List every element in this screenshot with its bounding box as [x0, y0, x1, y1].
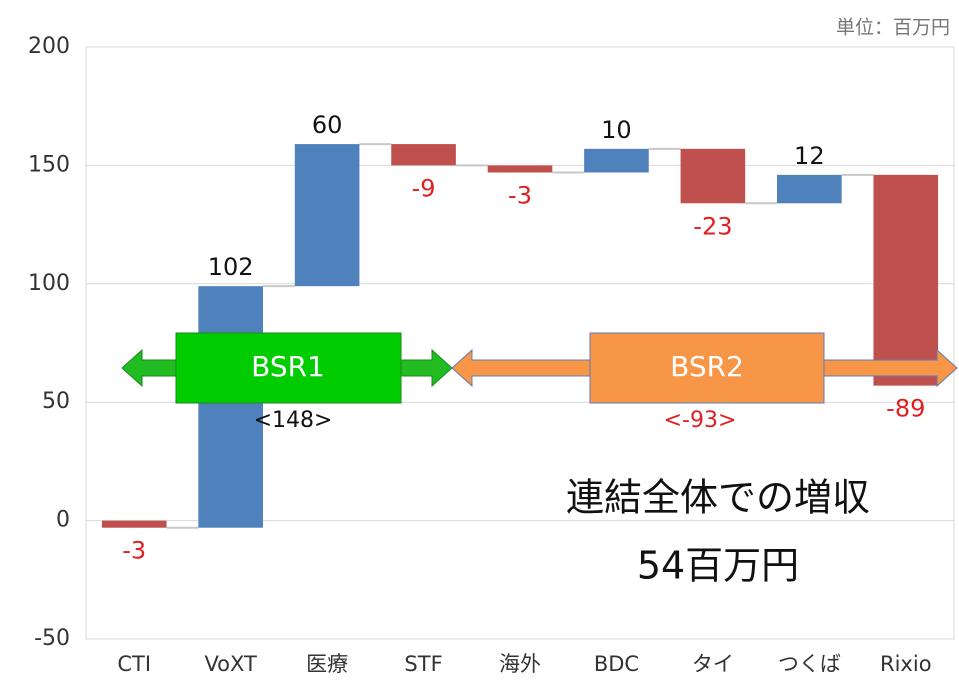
bar [487, 165, 553, 173]
bsr2-total: <-93> [664, 408, 737, 433]
bsr2-arrow [451, 332, 958, 404]
value-label: -23 [693, 212, 732, 240]
summary-line1: 連結全体での増収 [566, 476, 870, 520]
y-tick-label: 100 [28, 271, 70, 296]
bar [101, 520, 167, 528]
y-tick-label: 200 [28, 34, 70, 59]
bar [198, 286, 263, 528]
bar [391, 144, 456, 166]
value-label: 10 [601, 116, 632, 144]
unit-label: 単位：百万円 [836, 17, 950, 39]
bsr2-label: BSR2 [670, 350, 744, 383]
x-tick-label: タイ [692, 652, 734, 676]
bar [873, 174, 939, 386]
x-tick-label: BDC [594, 652, 639, 676]
bar [294, 144, 360, 287]
bar [584, 148, 649, 173]
x-tick-label: CTI [117, 652, 151, 676]
y-tick-label: -50 [34, 626, 70, 651]
value-label: 12 [794, 142, 825, 170]
x-tick-label: 海外 [499, 652, 541, 676]
value-label: 60 [312, 111, 343, 139]
y-tick-label: 150 [28, 152, 70, 177]
x-tick-label: STF [404, 652, 442, 676]
x-tick-label: 医療 [306, 652, 348, 676]
value-label: -89 [886, 395, 925, 423]
value-label: -9 [412, 174, 436, 202]
x-tick-label: つくば [778, 652, 841, 676]
bar [777, 174, 842, 204]
y-tick-label: 50 [42, 389, 70, 414]
y-tick-label: 0 [56, 508, 70, 533]
bar [680, 148, 746, 204]
bsr1-arrow [121, 332, 453, 404]
x-tick-label: VoXT [204, 652, 257, 676]
value-label: 102 [208, 253, 254, 281]
value-label: -3 [508, 182, 532, 210]
bsr1-total: <148> [254, 408, 333, 433]
x-tick-label: Rixio [880, 652, 932, 676]
summary-line2: 54百万円 [637, 544, 799, 588]
bsr1-label: BSR1 [251, 350, 325, 383]
value-label: -3 [122, 537, 146, 565]
